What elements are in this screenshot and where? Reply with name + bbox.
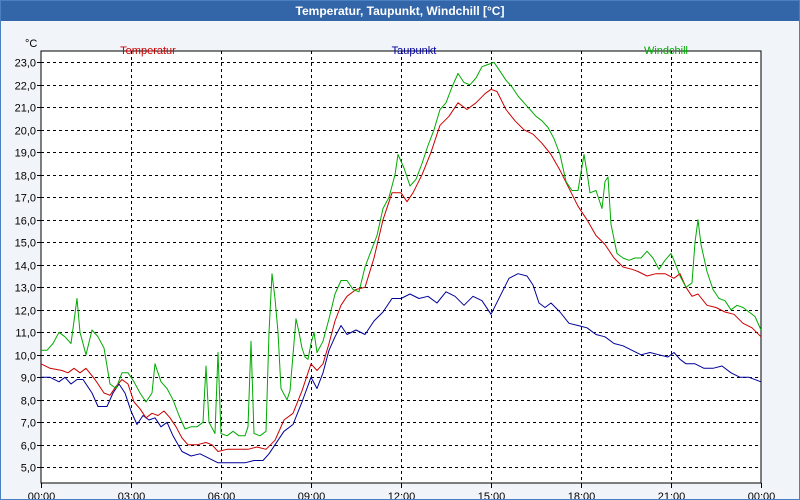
legend-temperatur: Temperatur [120,45,176,57]
line-chart: 5,0 6,0 7,0 8,0 9,0 10,0 11,0 12,0 13,0 14,0 15,0 1… [15,38,776,499]
x-tick-time: 03:00 [118,491,146,499]
y-axis: 5,0 6,0 7,0 8,0 9,0 10,0 11,0 12,0 13,0 14,0 15,0 1… [15,38,41,475]
y-tick-label: 15,0 [15,238,36,250]
y-tick-label: 10,0 [15,351,36,363]
series-lines [40,61,762,464]
x-tick-time: 09:00 [298,491,326,499]
y-tick-label: 23,0 [15,58,36,70]
legend: Temperatur Taupunkt Windchill [120,45,688,57]
y-tick-label: 7,0 [21,418,36,430]
y-tick-label: 12,0 [15,306,36,318]
y-tick-label: 5,0 [21,463,36,475]
series-line-windchill [41,61,762,437]
y-tick-label: 21,0 [15,103,36,115]
x-tick-time: 00:00 [748,491,776,499]
y-tick-label: 18,0 [15,171,36,183]
y-tick-label: 20,0 [15,126,36,138]
y-tick-label: 9,0 [21,373,36,385]
y-tick-label: 17,0 [15,193,36,205]
y-tick-label: 22,0 [15,81,36,93]
y-tick-label: 19,0 [15,148,36,160]
x-tick-time: 21:00 [658,491,686,499]
y-tick-label: 11,0 [15,328,36,340]
y-tick-label: 13,0 [15,283,36,295]
series-line-taupunkt [41,273,762,464]
x-tick-time: 00:00 [28,491,56,499]
x-tick-time: 18:00 [568,491,596,499]
x-tick-time: 12:00 [388,491,416,499]
y-tick-label: 14,0 [15,261,36,273]
x-tick-time: 06:00 [208,491,236,499]
x-axis: 00:0019.10.1703:0019.10.1706:0019.10.170… [28,483,776,499]
x-tick-time: 15:00 [478,491,506,499]
legend-taupunkt: Taupunkt [392,45,437,57]
chart-title: Temperatur, Taupunkt, Windchill [°C] [1,1,799,21]
y-tick-label: 6,0 [21,441,36,453]
series-line-temperatur [40,88,762,452]
legend-windchill: Windchill [644,45,688,57]
y-tick-label: 16,0 [15,216,36,228]
y-tick-label: 8,0 [21,396,36,408]
y-axis-unit: °C [25,38,37,50]
grid-lines [41,51,761,483]
